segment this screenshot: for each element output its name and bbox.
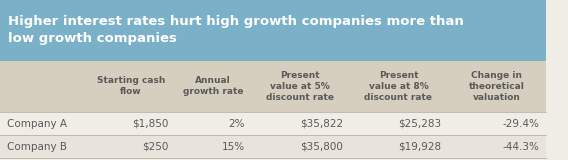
FancyBboxPatch shape [0,135,546,158]
FancyBboxPatch shape [0,112,546,135]
Text: Change in
theoretical
valuation: Change in theoretical valuation [469,71,525,102]
Text: -44.3%: -44.3% [503,142,539,152]
Text: $35,800: $35,800 [300,142,343,152]
Text: Annual
growth rate: Annual growth rate [183,76,243,96]
Text: 15%: 15% [222,142,245,152]
Text: $250: $250 [142,142,168,152]
Text: Present
value at 5%
discount rate: Present value at 5% discount rate [266,71,334,102]
Text: Starting cash
flow: Starting cash flow [97,76,165,96]
Text: Present
value at 8%
discount rate: Present value at 8% discount rate [365,71,432,102]
FancyBboxPatch shape [0,61,546,112]
Text: $1,850: $1,850 [132,119,168,129]
Text: $35,822: $35,822 [300,119,343,129]
Text: $25,283: $25,283 [398,119,441,129]
Text: Company B: Company B [7,142,66,152]
Text: Higher interest rates hurt high growth companies more than
low growth companies: Higher interest rates hurt high growth c… [8,15,464,45]
Text: Company A: Company A [7,119,66,129]
FancyBboxPatch shape [0,0,546,61]
Text: $19,928: $19,928 [398,142,441,152]
Text: -29.4%: -29.4% [503,119,539,129]
Text: 2%: 2% [228,119,245,129]
